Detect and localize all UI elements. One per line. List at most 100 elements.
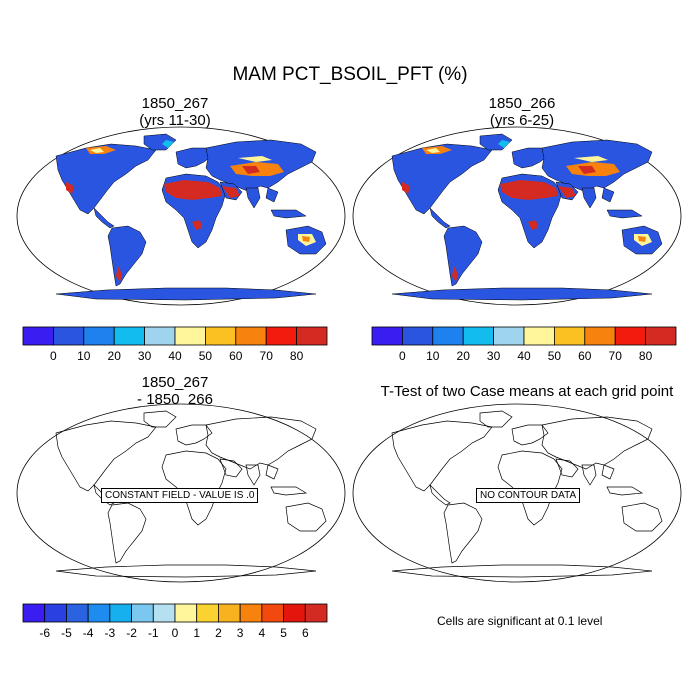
continent-arabia (555, 458, 579, 478)
panel-title-line1: T-Test of two Case means at each grid po… (380, 383, 674, 400)
continent-india (581, 464, 597, 486)
colorbar-tick-label: 0 (50, 349, 57, 363)
panel-title-line1: 1850_267 (141, 374, 209, 391)
colorbar-box (144, 326, 176, 346)
continent-arabia (219, 458, 243, 478)
significance-footnote: Cells are significant at 0.1 level (437, 614, 603, 628)
colorbar-tick-label: 30 (138, 349, 152, 363)
colorbar-box (235, 326, 267, 346)
landcover-patch-3 (242, 166, 260, 174)
colorbar-tick-label: 10 (77, 349, 91, 363)
colorbar-tick-label: 1 (193, 626, 200, 640)
colorbar-box (239, 603, 263, 623)
colorbar-tick-label: -3 (105, 626, 116, 640)
colorbar-box (174, 326, 206, 346)
colorbar-tick-label: 3 (237, 626, 244, 640)
continent-africa (161, 450, 227, 526)
panel-title-line1: 1850_266 (488, 95, 556, 112)
colorbar-box (22, 326, 54, 346)
continent-southAmerica (443, 502, 483, 564)
landcover-patch-1 (558, 186, 576, 198)
continent-australia (621, 502, 663, 532)
continent-seAsia (265, 464, 279, 480)
continent-seAsia (265, 187, 279, 203)
panel-title-ttest: T-Test of two Case means at each grid po… (357, 383, 697, 400)
colorbar-box (462, 326, 494, 346)
colorbar-tick-label: -2 (126, 626, 137, 640)
continent-northAmerica (391, 420, 493, 492)
continent-india (245, 187, 261, 209)
panel-title-line2: - 1850_266 (137, 391, 213, 408)
map-case2 (352, 126, 682, 306)
colorbar-box (493, 326, 525, 346)
colorbar-diff: -6 -5 -4 -3 -2 -1 0 1 2 3 4 5 6 (22, 603, 328, 640)
continent-greenland (143, 410, 177, 428)
panel-title-case2: 1850_266 (yrs 6-25) (357, 95, 687, 129)
colorbar-box (218, 603, 241, 623)
colorbar-tick-label: 4 (259, 626, 266, 640)
colorbar-tick-label: 2 (215, 626, 222, 640)
figure-title: MAM PCT_BSOIL_PFT (%) (232, 64, 468, 85)
landcover-patch-11 (426, 148, 440, 153)
continent-southAmerica (107, 502, 147, 564)
no-contour-message: NO CONTOUR DATA (476, 488, 581, 503)
panel-title-line1: 1850_267 (141, 95, 209, 112)
continent-antarctica (55, 287, 317, 301)
colorbar-tick-label: 5 (280, 626, 287, 640)
colorbar-tick-label: -5 (61, 626, 72, 640)
colorbar-box (401, 326, 434, 346)
landcover-patch-9 (528, 220, 538, 230)
colorbar-tick-label: 30 (487, 349, 501, 363)
colorbar-box (204, 326, 237, 346)
colorbar-box (283, 603, 306, 623)
colorbar-box (584, 326, 616, 346)
panel-title-diff: 1850_267 - 1850_266 (10, 374, 340, 408)
colorbar-tick-label: -4 (83, 626, 94, 640)
landcover-patch-8 (638, 236, 646, 242)
panel-title-line2: (yrs 11-30) (139, 112, 211, 129)
continent-northAmerica (55, 420, 157, 492)
colorbar-case1: 0 10 20 30 40 50 60 70 80 (22, 326, 328, 363)
landcover-patch-8 (302, 236, 310, 242)
landcover-patch-5 (116, 266, 122, 282)
continent-centralAmerica (93, 207, 115, 229)
colorbar-box (131, 603, 154, 623)
colorbar-box (52, 326, 85, 346)
continent-indonesia (270, 486, 308, 496)
colorbar-tick-label: 0 (172, 626, 179, 640)
colorbar-box (44, 603, 67, 623)
colorbar-box (371, 326, 403, 346)
colorbar-box (113, 326, 145, 346)
continent-greenland (479, 410, 513, 428)
colorbar-box (432, 326, 464, 346)
colorbar-box (152, 603, 176, 623)
landcover-patch-1 (222, 186, 240, 198)
landcover-patch-0 (500, 180, 558, 200)
continent-europe (175, 147, 213, 169)
landcover-patch-12 (498, 140, 510, 148)
continent-india (245, 464, 261, 486)
continent-antarctica (391, 287, 653, 301)
colorbar-box (196, 603, 219, 623)
continent-india (581, 187, 597, 209)
colorbar-box (523, 326, 555, 346)
colorbar-box (265, 326, 297, 346)
colorbar-tick-label: -6 (39, 626, 50, 640)
continent-indonesia (270, 209, 307, 219)
landcover-patch-4 (574, 156, 608, 162)
colorbar-box (261, 603, 284, 623)
colorbar-tick-label: 10 (426, 349, 440, 363)
colorbar-box (22, 603, 46, 623)
landcover-patch-11 (90, 148, 104, 153)
colorbar-box (83, 326, 115, 346)
panel-title-case1: 1850_267 (yrs 11-30) (10, 95, 340, 129)
continent-europe (175, 424, 213, 446)
colorbar-box (87, 603, 111, 623)
landcover-patch-0 (164, 180, 222, 200)
colorbar-tick-label: 70 (260, 349, 274, 363)
colorbar-tick-label: 0 (399, 349, 406, 363)
panel-title-line2: (yrs 6-25) (489, 112, 555, 129)
colorbar-tick-label: 70 (609, 349, 623, 363)
colorbar-tick-label: 40 (168, 349, 182, 363)
continent-centralAmerica (429, 207, 451, 229)
